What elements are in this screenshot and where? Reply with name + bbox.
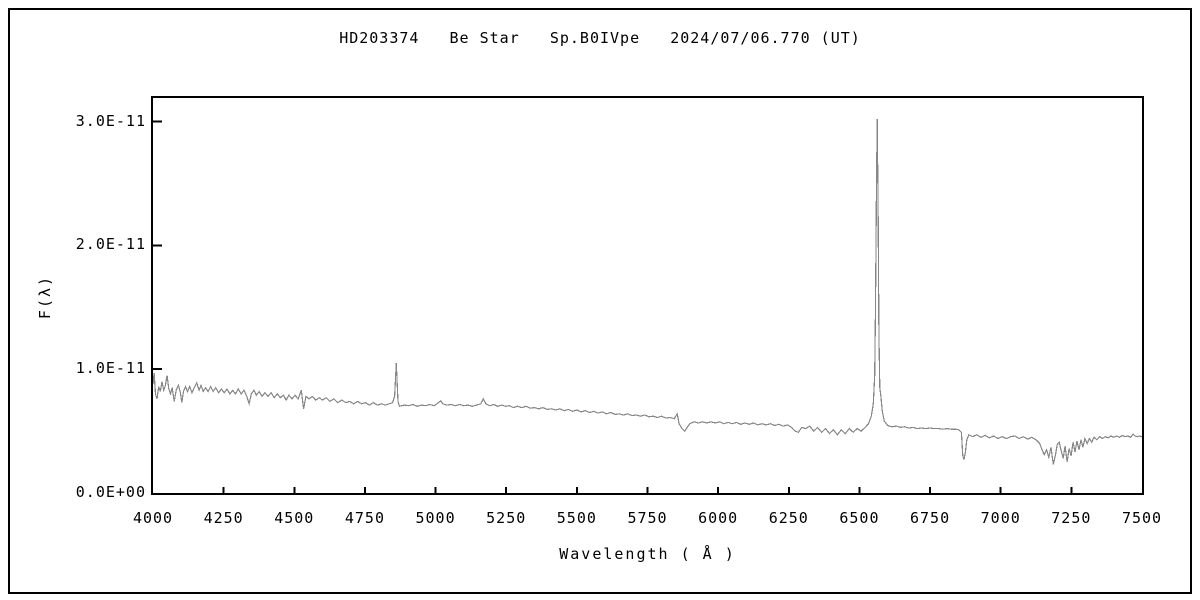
x-tick-label: 7250 bbox=[1051, 509, 1092, 527]
x-axis-label: Wavelength ( Å ) bbox=[559, 545, 736, 563]
x-tick-label: 6750 bbox=[910, 509, 951, 527]
x-tick-label: 4750 bbox=[344, 509, 385, 527]
spectrum-plot-svg bbox=[153, 119, 1142, 493]
plot-area bbox=[151, 96, 1144, 495]
chart-title: HD203374 Be Star Sp.B0IVpe 2024/07/06.77… bbox=[339, 29, 861, 47]
x-tick-label: 4500 bbox=[274, 509, 315, 527]
x-tick-label: 5250 bbox=[486, 509, 527, 527]
x-tick-label: 7000 bbox=[980, 509, 1021, 527]
y-tick-label: 2.0E-11 bbox=[75, 235, 146, 254]
x-tick-label: 6500 bbox=[839, 509, 880, 527]
x-tick-label: 5000 bbox=[415, 509, 456, 527]
spectrum-line bbox=[153, 119, 1142, 465]
x-tick-label: 5750 bbox=[627, 509, 668, 527]
x-tick-label: 7500 bbox=[1121, 509, 1163, 527]
x-tick-label: 6000 bbox=[698, 509, 739, 527]
x-tick-label: 5500 bbox=[556, 509, 597, 527]
x-tick-label: 4000 bbox=[132, 509, 174, 527]
x-tick-label: 4250 bbox=[203, 509, 244, 527]
y-tick-label: 0.0E+00 bbox=[75, 483, 146, 501]
y-tick-label: 1.0E-11 bbox=[75, 359, 146, 378]
y-tick-label: 3.0E-11 bbox=[75, 111, 146, 130]
y-axis-label: F(λ) bbox=[36, 274, 54, 320]
x-tick-label: 6250 bbox=[768, 509, 809, 527]
